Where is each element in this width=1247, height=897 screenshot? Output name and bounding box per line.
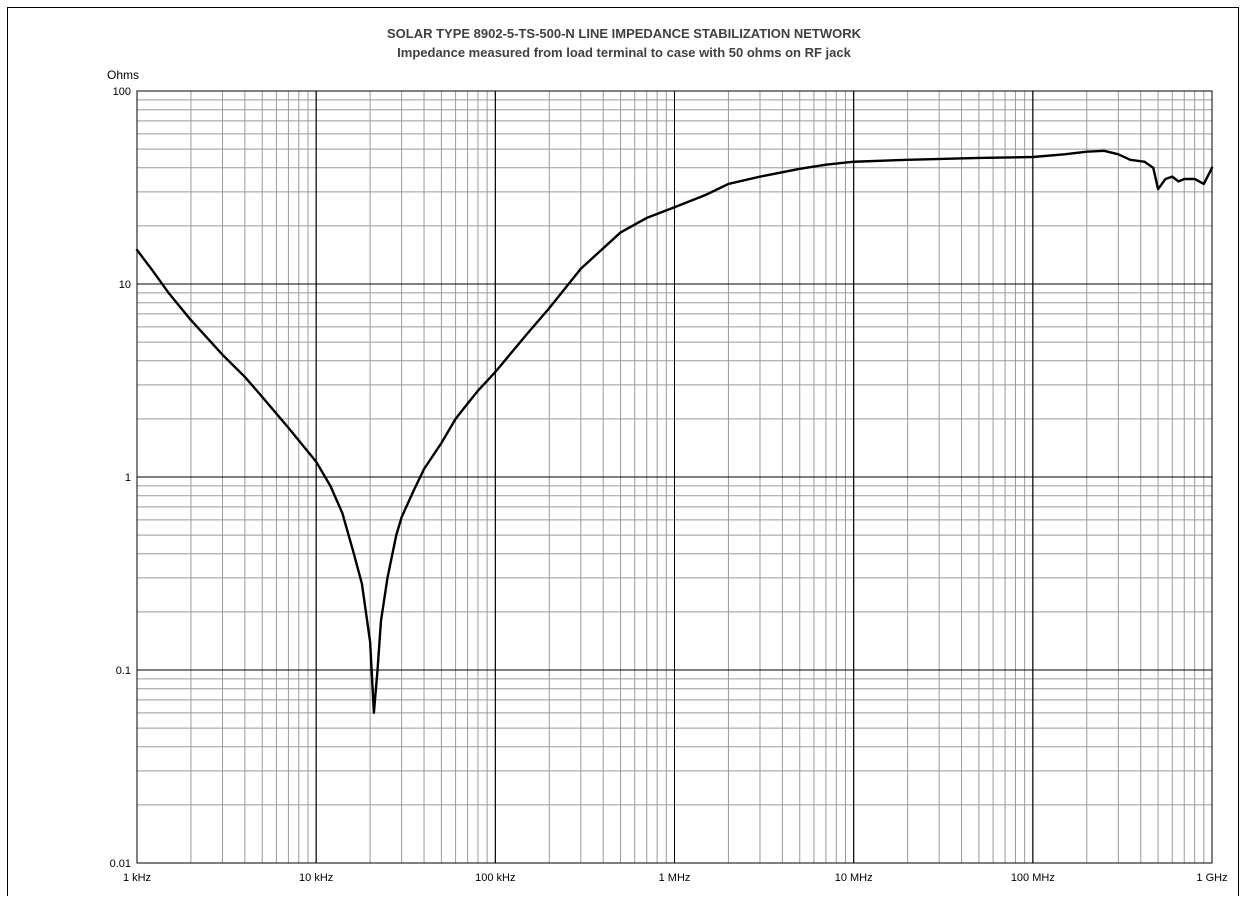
chart: SOLAR TYPE 8902-5-TS-500-N LINE IMPEDANC…	[107, 26, 1228, 884]
x-tick-label: 10 kHz	[299, 872, 333, 884]
impedance-line	[135, 149, 1214, 715]
y-tick-label: 100	[113, 86, 131, 98]
y-tick-label: 0.1	[116, 665, 131, 677]
x-tick-label: 10 MHz	[835, 872, 873, 884]
y-axis-label: Ohms	[107, 68, 139, 82]
x-tick-label: 1 kHz	[123, 872, 151, 884]
chart-subtitle: Impedance measured from load terminal to…	[397, 45, 851, 60]
y-tick-label: 10	[119, 279, 131, 291]
y-tick-label: 1	[125, 472, 131, 484]
x-tick-label: 100 MHz	[1011, 872, 1055, 884]
x-tick-labels: 1 kHz 10 kHz 100 kHz 1 MHz 10 MHz 100 MHz 1 GH…	[123, 872, 1228, 884]
y-tick-labels: 100 10 1 0.1 0.01	[110, 86, 131, 870]
y-tick-label: 0.01	[110, 858, 131, 870]
chart-title: SOLAR TYPE 8902-5-TS-500-N LINE IMPEDANC…	[387, 26, 862, 41]
x-tick-label: 100 kHz	[475, 872, 515, 884]
x-tick-label: 1 MHz	[659, 872, 691, 884]
plot-border	[136, 90, 1213, 864]
x-tick-label: 1 GHz	[1196, 872, 1227, 884]
chart-frame: SOLAR TYPE 8902-5-TS-500-N LINE IMPEDANC…	[7, 7, 1239, 896]
series-layer	[135, 149, 1214, 715]
